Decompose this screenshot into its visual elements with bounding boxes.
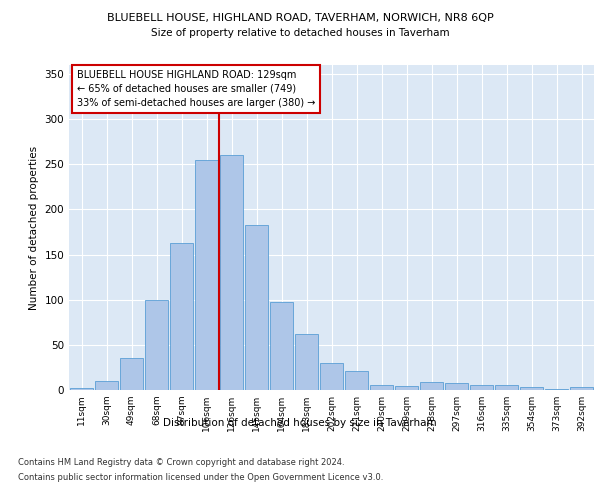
Bar bbox=[370, 386, 393, 390]
Bar bbox=[295, 334, 318, 390]
Bar bbox=[345, 371, 368, 390]
Bar bbox=[145, 300, 168, 390]
Bar bbox=[245, 225, 268, 390]
Text: Contains HM Land Registry data © Crown copyright and database right 2024.: Contains HM Land Registry data © Crown c… bbox=[18, 458, 344, 467]
Bar bbox=[95, 381, 118, 390]
Y-axis label: Number of detached properties: Number of detached properties bbox=[29, 146, 39, 310]
Bar bbox=[470, 384, 493, 390]
Bar bbox=[270, 302, 293, 390]
Bar bbox=[395, 386, 418, 390]
Text: Contains public sector information licensed under the Open Government Licence v3: Contains public sector information licen… bbox=[18, 473, 383, 482]
Bar bbox=[320, 363, 343, 390]
Bar bbox=[170, 243, 193, 390]
Bar bbox=[570, 388, 593, 390]
Bar bbox=[545, 389, 568, 390]
Bar bbox=[220, 156, 243, 390]
Bar bbox=[195, 160, 218, 390]
Bar bbox=[70, 388, 93, 390]
Text: Size of property relative to detached houses in Taverham: Size of property relative to detached ho… bbox=[151, 28, 449, 38]
Text: BLUEBELL HOUSE HIGHLAND ROAD: 129sqm
← 65% of detached houses are smaller (749)
: BLUEBELL HOUSE HIGHLAND ROAD: 129sqm ← 6… bbox=[77, 70, 315, 108]
Bar bbox=[445, 383, 468, 390]
Bar bbox=[420, 382, 443, 390]
Text: Distribution of detached houses by size in Taverham: Distribution of detached houses by size … bbox=[163, 418, 437, 428]
Text: BLUEBELL HOUSE, HIGHLAND ROAD, TAVERHAM, NORWICH, NR8 6QP: BLUEBELL HOUSE, HIGHLAND ROAD, TAVERHAM,… bbox=[107, 12, 493, 22]
Bar bbox=[520, 388, 543, 390]
Bar bbox=[495, 386, 518, 390]
Bar bbox=[120, 358, 143, 390]
